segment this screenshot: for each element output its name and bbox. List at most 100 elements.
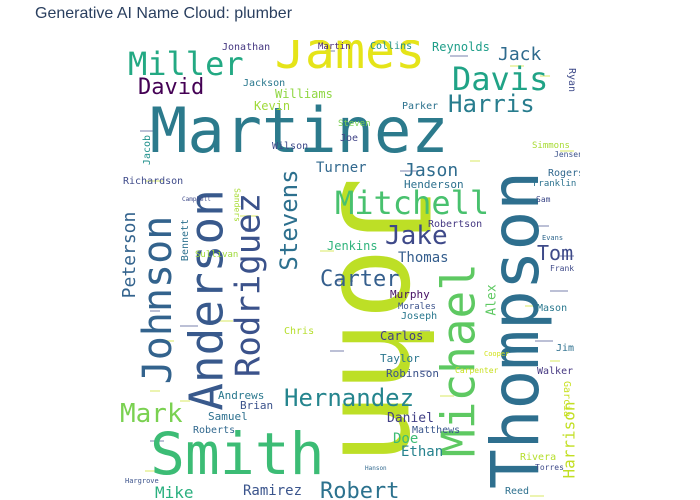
cloud-word-samuel: Samuel bbox=[208, 410, 248, 423]
cloud-word-sam: Sam bbox=[536, 195, 551, 204]
cloud-word-jenkins: Jenkins bbox=[327, 239, 378, 253]
cloud-word-robertson: Robertson bbox=[428, 219, 482, 230]
cloud-word-andrews: Andrews bbox=[218, 389, 264, 402]
cloud-word-joseph: Joseph bbox=[401, 311, 437, 322]
cloud-word-alex: Alex bbox=[485, 284, 500, 315]
cloud-word-jim: Jim bbox=[556, 343, 574, 354]
cloud-word-smith: Smith bbox=[150, 420, 325, 488]
cloud-word-henderson: Henderson bbox=[404, 178, 464, 191]
filler-word-mark bbox=[420, 370, 430, 372]
filler-word-mark bbox=[150, 310, 160, 312]
cloud-word-john: John bbox=[313, 176, 452, 465]
cloud-word-anderson: Anderson bbox=[180, 189, 234, 411]
cloud-word-collins: Collins bbox=[370, 41, 412, 52]
cloud-word-cooper: Cooper bbox=[484, 350, 509, 358]
filler-word-mark bbox=[560, 150, 574, 152]
cloud-word-harris: Harris bbox=[448, 90, 535, 118]
filler-word-mark bbox=[330, 350, 344, 352]
cloud-word-joe: Joe bbox=[340, 133, 358, 144]
cloud-word-matthews: Matthews bbox=[412, 425, 460, 436]
cloud-word-hanson: Hanson bbox=[365, 465, 387, 472]
cloud-word-david: David bbox=[138, 75, 204, 100]
cloud-word-morales: Morales bbox=[398, 302, 436, 312]
cloud-word-murphy: Murphy bbox=[390, 288, 430, 301]
cloud-word-frank: Frank bbox=[550, 264, 574, 273]
cloud-word-taylor: Taylor bbox=[380, 352, 420, 365]
cloud-word-parker: Parker bbox=[402, 101, 438, 112]
cloud-word-roberts: Roberts bbox=[193, 425, 235, 436]
filler-word-mark bbox=[245, 230, 255, 232]
filler-word-mark bbox=[440, 395, 454, 397]
cloud-word-michael: Michael bbox=[432, 263, 486, 457]
cloud-word-mark: Mark bbox=[120, 399, 183, 429]
filler-word-mark bbox=[240, 215, 258, 217]
cloud-word-reynolds: Reynolds bbox=[432, 40, 490, 54]
cloud-word-mason: Mason bbox=[537, 303, 567, 314]
cloud-word-brian: Brian bbox=[240, 399, 273, 412]
filler-word-mark bbox=[450, 55, 468, 57]
filler-word-mark bbox=[550, 360, 560, 362]
cloud-word-jake: Jake bbox=[385, 221, 448, 251]
filler-word-mark bbox=[215, 320, 233, 322]
cloud-word-carlos: Carlos bbox=[380, 329, 423, 343]
cloud-word-james: James bbox=[275, 40, 426, 80]
cloud-word-davis: Davis bbox=[452, 60, 548, 98]
filler-word-mark bbox=[325, 50, 335, 52]
cloud-word-harrison: Harrison bbox=[560, 401, 579, 478]
filler-word-mark bbox=[335, 280, 353, 282]
cloud-word-garcia: Garcia bbox=[561, 381, 572, 417]
cloud-word-jack: Jack bbox=[498, 44, 542, 65]
cloud-word-bennett: Bennett bbox=[180, 219, 191, 261]
filler-word-mark bbox=[525, 305, 535, 307]
filler-word-mark bbox=[145, 180, 163, 182]
filler-word-mark bbox=[150, 440, 164, 442]
cloud-word-peterson: Peterson bbox=[120, 212, 140, 299]
filler-word-mark bbox=[350, 375, 368, 377]
cloud-word-mitchell: Mitchell bbox=[335, 184, 489, 222]
cloud-word-robert: Robert bbox=[320, 479, 399, 500]
chart-title: Generative AI Name Cloud: plumber bbox=[35, 5, 293, 22]
filler-word-mark bbox=[180, 325, 198, 327]
cloud-word-williams: Williams bbox=[275, 87, 333, 101]
cloud-word-ramirez: Ramirez bbox=[243, 483, 302, 499]
cloud-word-kevin: Kevin bbox=[254, 99, 290, 113]
cloud-word-carter: Carter bbox=[320, 267, 399, 292]
filler-word-mark bbox=[510, 65, 524, 67]
cloud-word-doe: Doe bbox=[393, 431, 418, 447]
cloud-word-steven: Steven bbox=[338, 119, 371, 129]
word-cloud: Martinez John Smith Thompson James Michael And… bbox=[120, 40, 580, 500]
cloud-word-jason: Jason bbox=[404, 160, 458, 181]
cloud-word-hernandez: Hernandez bbox=[284, 384, 414, 412]
filler-word-mark bbox=[180, 400, 190, 402]
cloud-word-jacob: Jacob bbox=[142, 135, 153, 165]
cloud-word-evans: Evans bbox=[542, 234, 563, 242]
cloud-word-martinez: Martinez bbox=[150, 94, 449, 167]
cloud-word-sanders: Sanders bbox=[233, 188, 242, 222]
cloud-word-sullivan: Sullivan bbox=[195, 250, 238, 260]
filler-word-mark bbox=[420, 330, 430, 332]
filler-word-mark bbox=[535, 340, 553, 342]
filler-word-mark bbox=[400, 170, 418, 172]
cloud-word-richardson: Richardson bbox=[123, 176, 183, 187]
cloud-word-mike: Mike bbox=[155, 483, 194, 500]
cloud-word-jonathan: Jonathan bbox=[222, 42, 270, 53]
cloud-word-martin: Martin bbox=[318, 42, 351, 52]
filler-word-mark bbox=[560, 255, 574, 257]
filler-word-mark bbox=[145, 470, 163, 472]
filler-word-mark bbox=[320, 250, 334, 252]
cloud-word-johnson: Johnson bbox=[135, 216, 181, 385]
cloud-word-rogers: Rogers bbox=[548, 168, 580, 179]
cloud-word-robinson: Robinson bbox=[386, 367, 439, 380]
cloud-word-torres: Torres bbox=[535, 463, 564, 472]
cloud-word-reed: Reed bbox=[505, 486, 529, 497]
cloud-word-wilson: Wilson bbox=[272, 141, 308, 152]
cloud-word-carpenter: Carpenter bbox=[455, 366, 499, 375]
filler-word-mark bbox=[530, 495, 544, 497]
cloud-word-jackson: Jackson bbox=[243, 78, 285, 89]
cloud-word-chris: Chris bbox=[284, 326, 314, 337]
filler-word-mark bbox=[160, 340, 174, 342]
cloud-word-rivera: Rivera bbox=[520, 452, 556, 463]
cloud-word-campbell: Campbell bbox=[182, 196, 211, 203]
cloud-word-thomas: Thomas bbox=[398, 250, 449, 266]
